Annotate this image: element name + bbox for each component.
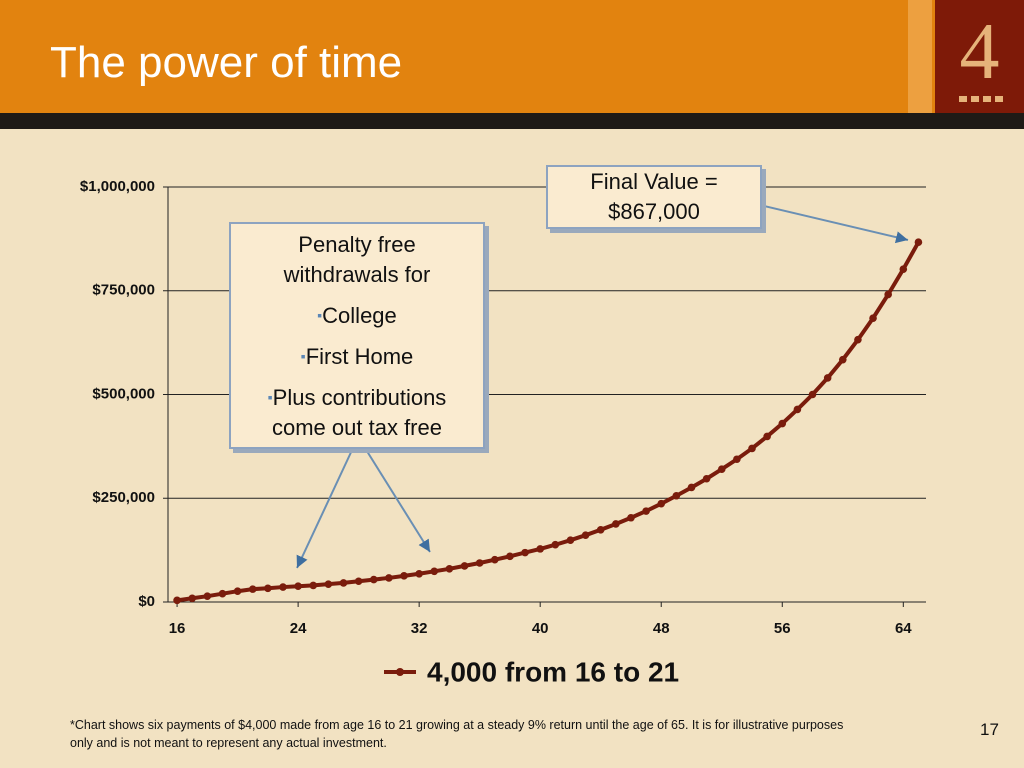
slide-title: The power of time	[50, 38, 403, 87]
page-number: 17	[980, 720, 999, 739]
callout-text: $867,000	[608, 199, 700, 224]
data-point	[642, 507, 650, 515]
data-point	[596, 525, 605, 534]
y-tick-label: $750,000	[92, 282, 155, 299]
data-point	[763, 432, 771, 441]
data-point	[551, 540, 560, 549]
data-point	[506, 552, 514, 561]
data-point	[369, 575, 378, 584]
data-point	[884, 290, 892, 299]
data-point	[869, 314, 877, 322]
data-point	[536, 545, 544, 553]
data-point	[248, 585, 257, 593]
logo-box: 4	[935, 0, 1024, 113]
header	[0, 0, 1024, 113]
data-point	[823, 374, 832, 382]
header-stripe	[908, 0, 932, 113]
callout-arrow	[296, 447, 354, 569]
callout: Final Value = $867,000	[546, 165, 762, 229]
data-point	[400, 572, 408, 580]
data-point	[218, 589, 227, 598]
data-point	[748, 444, 756, 453]
data-point	[385, 574, 393, 582]
data-point	[793, 405, 802, 414]
data-point	[294, 582, 302, 591]
callout-bullet: College	[231, 300, 483, 331]
x-tick-label: 40	[532, 620, 549, 637]
data-point	[672, 491, 681, 500]
data-point	[491, 555, 499, 564]
x-tick-label: 64	[895, 620, 912, 637]
callout: Penalty free withdrawals for College First …	[229, 222, 485, 449]
data-point	[733, 455, 741, 464]
data-point	[778, 419, 787, 428]
callout-arrow	[759, 204, 909, 244]
data-point	[854, 335, 862, 344]
data-point	[279, 583, 287, 591]
data-point	[612, 520, 620, 528]
data-point	[324, 580, 333, 588]
callout-text: Final Value =	[590, 169, 718, 194]
x-tick-label: 56	[774, 620, 791, 637]
data-point	[173, 596, 181, 605]
data-point	[914, 238, 923, 246]
data-point	[627, 513, 635, 522]
y-tick-label: $1,000,000	[80, 178, 155, 195]
data-point	[717, 465, 726, 474]
data-point	[309, 581, 318, 590]
data-point	[445, 565, 454, 573]
data-point	[808, 390, 817, 399]
data-point	[566, 536, 575, 544]
x-tick-label: 32	[411, 620, 428, 637]
x-tick-label: 16	[169, 620, 186, 637]
y-tick-label: $0	[138, 593, 155, 610]
data-point	[838, 355, 847, 364]
data-point	[475, 559, 484, 567]
y-tick-label: $250,000	[92, 489, 155, 506]
data-point	[581, 531, 590, 539]
callout-text: withdrawals for	[283, 262, 431, 287]
callout-bullet: First Home	[231, 341, 483, 372]
data-point	[899, 265, 908, 273]
data-point	[354, 577, 363, 586]
callout-text: Penalty free	[298, 232, 416, 257]
data-point	[687, 483, 696, 492]
footnote: *Chart shows six payments of $4,000 made…	[70, 718, 844, 750]
data-point	[188, 594, 197, 603]
data-point	[702, 474, 711, 483]
data-point	[521, 548, 529, 557]
logo: 4	[959, 8, 1000, 96]
x-tick-label: 24	[290, 620, 307, 637]
data-point	[203, 592, 212, 600]
data-point	[460, 562, 469, 570]
data-point	[339, 579, 348, 587]
data-point	[233, 587, 242, 596]
data-point	[415, 569, 423, 578]
data-point	[657, 499, 666, 508]
callout-arrow	[364, 447, 431, 553]
legend-label: 4,000 from 16 to 21	[427, 656, 679, 687]
callout-bullet: Plus contributions come out tax free	[231, 382, 483, 443]
legend-marker	[396, 668, 404, 676]
header-bar	[0, 113, 1024, 129]
data-point	[264, 584, 272, 593]
logo-dots	[959, 96, 1003, 102]
y-tick-label: $500,000	[92, 385, 155, 402]
x-tick-label: 48	[653, 620, 670, 637]
data-point	[430, 567, 439, 576]
